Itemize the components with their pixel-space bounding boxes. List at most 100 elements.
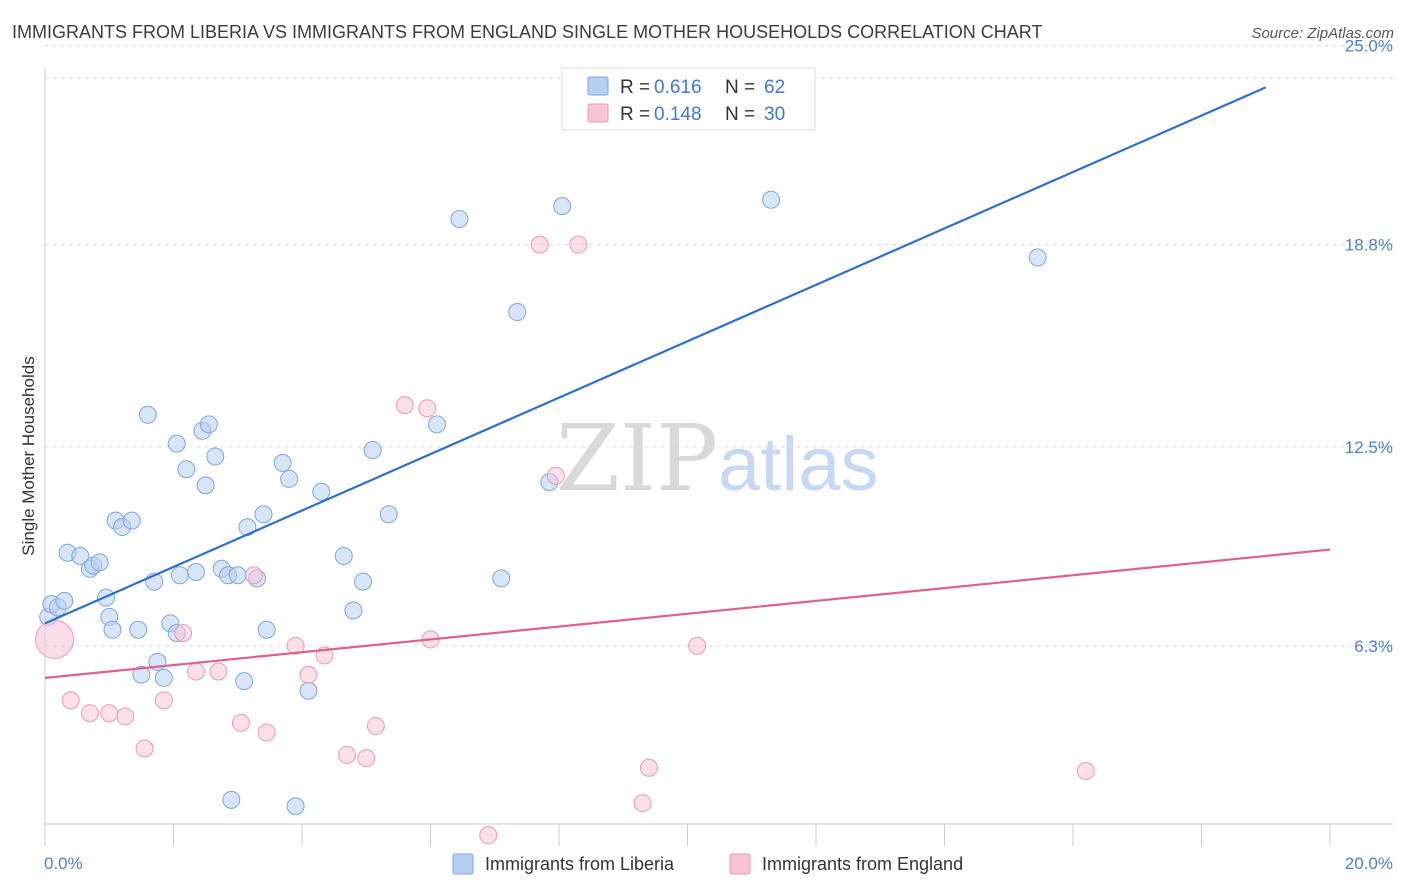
data-point-england <box>100 704 119 723</box>
data-point-liberia <box>167 434 186 453</box>
data-point-liberia <box>199 415 218 434</box>
data-point-liberia <box>1028 248 1047 267</box>
data-point-england <box>418 399 437 418</box>
legend-r-value-liberia: 0.616 <box>654 77 702 98</box>
data-point-england <box>569 235 588 254</box>
legend-r-label: R = <box>620 77 650 98</box>
data-point-england <box>257 723 276 742</box>
data-point-liberia <box>154 668 173 687</box>
data-point-england <box>530 235 549 254</box>
data-point-england <box>357 749 376 768</box>
data-point-england <box>366 717 385 736</box>
data-point-england <box>546 466 565 485</box>
data-point-england <box>479 826 498 845</box>
legend-n-value-liberia: 62 <box>764 77 785 98</box>
data-point-liberia <box>508 303 527 322</box>
watermark-zip: ZIP <box>556 405 718 512</box>
data-point-liberia <box>122 511 141 530</box>
gridlines <box>45 45 1393 647</box>
data-point-liberia <box>427 415 446 434</box>
data-point-liberia <box>273 453 292 472</box>
data-point-england <box>688 636 707 655</box>
data-point-england <box>639 758 658 777</box>
legend-n-label: N = <box>725 77 755 98</box>
y-tick-label: 25.0% <box>1345 37 1393 56</box>
data-point-liberia <box>312 482 331 501</box>
data-point-liberia <box>286 797 305 816</box>
data-point-liberia <box>170 566 189 585</box>
data-point-liberia <box>177 460 196 479</box>
data-point-liberia <box>762 190 781 209</box>
y-tick-label: 12.5% <box>1345 438 1393 457</box>
data-point-liberia <box>344 601 363 620</box>
data-point-liberia <box>280 469 299 488</box>
x-tick-label-min: 0.0% <box>44 854 83 873</box>
data-point-liberia <box>206 447 225 466</box>
bottom-legend-label-liberia: Immigrants from Liberia <box>485 854 675 874</box>
data-point-liberia <box>553 197 572 216</box>
data-point-liberia <box>55 591 74 610</box>
x-tick-label-max: 20.0% <box>1345 854 1393 873</box>
data-point-england <box>337 745 356 764</box>
data-point-england <box>299 665 318 684</box>
data-point-liberia <box>228 566 247 585</box>
data-point-england <box>244 566 263 585</box>
y-tick-label: 6.3% <box>1354 637 1393 656</box>
data-point-england <box>1076 761 1095 780</box>
data-point-england <box>61 691 80 710</box>
trend-line-england <box>44 548 1331 680</box>
data-point-liberia <box>363 441 382 460</box>
data-point-england <box>186 662 205 681</box>
data-point-england <box>154 691 173 710</box>
legend-swatch-liberia <box>587 76 609 96</box>
data-point-liberia <box>71 546 90 565</box>
legend-n-label: N = <box>725 104 755 125</box>
data-point-liberia <box>103 620 122 639</box>
data-point-liberia <box>222 790 241 809</box>
data-point-england <box>633 794 652 813</box>
data-point-england <box>174 623 193 642</box>
data-point-england <box>80 704 99 723</box>
data-point-liberia <box>132 665 151 684</box>
legend-n-value-england: 30 <box>764 104 785 125</box>
data-point-england <box>231 713 250 732</box>
legend: R = 0.616 N = 62 R = 0.148 N = 30 <box>561 67 816 131</box>
trend-line-liberia <box>44 86 1267 625</box>
legend-swatch-england <box>587 103 609 123</box>
y-axis-label: Single Mother Households <box>19 356 38 555</box>
data-point-liberia <box>196 476 215 495</box>
data-point-liberia <box>90 553 109 572</box>
watermark-atlas: atlas <box>718 422 879 507</box>
data-point-liberia <box>138 405 157 424</box>
data-point-liberia <box>235 672 254 691</box>
data-point-england <box>395 396 414 415</box>
data-point-liberia <box>450 209 469 228</box>
data-point-england <box>35 619 75 659</box>
data-point-england <box>286 636 305 655</box>
data-point-liberia <box>299 681 318 700</box>
y-tick-label: 18.8% <box>1345 236 1393 255</box>
legend-r-label: R = <box>620 104 650 125</box>
bottom-legend: Immigrants from Liberia Immigrants from … <box>452 853 963 875</box>
data-point-england <box>209 662 228 681</box>
bottom-legend-swatch-england <box>729 853 751 875</box>
data-point-liberia <box>334 546 353 565</box>
data-point-liberia <box>186 563 205 581</box>
data-point-england <box>116 707 135 726</box>
data-point-liberia <box>257 620 276 639</box>
bottom-legend-swatch-liberia <box>452 853 474 875</box>
data-point-liberia <box>379 505 398 524</box>
data-point-liberia <box>354 572 373 591</box>
scatter-points <box>35 190 1095 845</box>
chart-source: Source: ZipAtlas.com <box>1251 25 1394 42</box>
data-point-liberia <box>129 620 148 639</box>
bottom-legend-label-england: Immigrants from England <box>762 854 963 874</box>
data-point-liberia <box>254 505 273 524</box>
y-tick-labels: 6.3% 12.5% 18.8% 25.0% <box>1345 37 1393 656</box>
data-point-england <box>135 739 154 758</box>
x-minor-ticks <box>44 824 1331 846</box>
legend-r-value-england: 0.148 <box>654 104 702 125</box>
data-point-liberia <box>492 569 511 588</box>
chart-title: IMMIGRANTS FROM LIBERIA VS IMMIGRANTS FR… <box>12 22 1042 42</box>
